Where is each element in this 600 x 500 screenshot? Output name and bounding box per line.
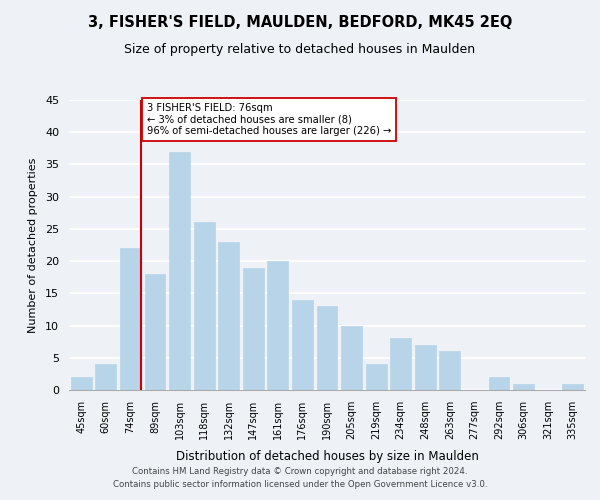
Bar bbox=[169, 152, 190, 390]
Bar bbox=[415, 345, 436, 390]
Y-axis label: Number of detached properties: Number of detached properties bbox=[28, 158, 38, 332]
Bar bbox=[439, 352, 460, 390]
Bar bbox=[243, 268, 264, 390]
Text: Contains public sector information licensed under the Open Government Licence v3: Contains public sector information licen… bbox=[113, 480, 487, 489]
Bar bbox=[365, 364, 386, 390]
Text: Size of property relative to detached houses in Maulden: Size of property relative to detached ho… bbox=[124, 42, 476, 56]
Text: 3, FISHER'S FIELD, MAULDEN, BEDFORD, MK45 2EQ: 3, FISHER'S FIELD, MAULDEN, BEDFORD, MK4… bbox=[88, 15, 512, 30]
X-axis label: Distribution of detached houses by size in Maulden: Distribution of detached houses by size … bbox=[176, 450, 478, 464]
Bar bbox=[268, 261, 289, 390]
Bar bbox=[71, 377, 92, 390]
Bar bbox=[194, 222, 215, 390]
Bar bbox=[145, 274, 166, 390]
Bar bbox=[120, 248, 141, 390]
Bar bbox=[292, 300, 313, 390]
Text: 3 FISHER'S FIELD: 76sqm
← 3% of detached houses are smaller (8)
96% of semi-deta: 3 FISHER'S FIELD: 76sqm ← 3% of detached… bbox=[147, 103, 391, 136]
Bar bbox=[341, 326, 362, 390]
Text: Contains HM Land Registry data © Crown copyright and database right 2024.: Contains HM Land Registry data © Crown c… bbox=[132, 467, 468, 476]
Bar bbox=[390, 338, 411, 390]
Bar bbox=[218, 242, 239, 390]
Bar bbox=[513, 384, 534, 390]
Bar bbox=[562, 384, 583, 390]
Bar bbox=[317, 306, 337, 390]
Bar bbox=[488, 377, 509, 390]
Bar bbox=[95, 364, 116, 390]
